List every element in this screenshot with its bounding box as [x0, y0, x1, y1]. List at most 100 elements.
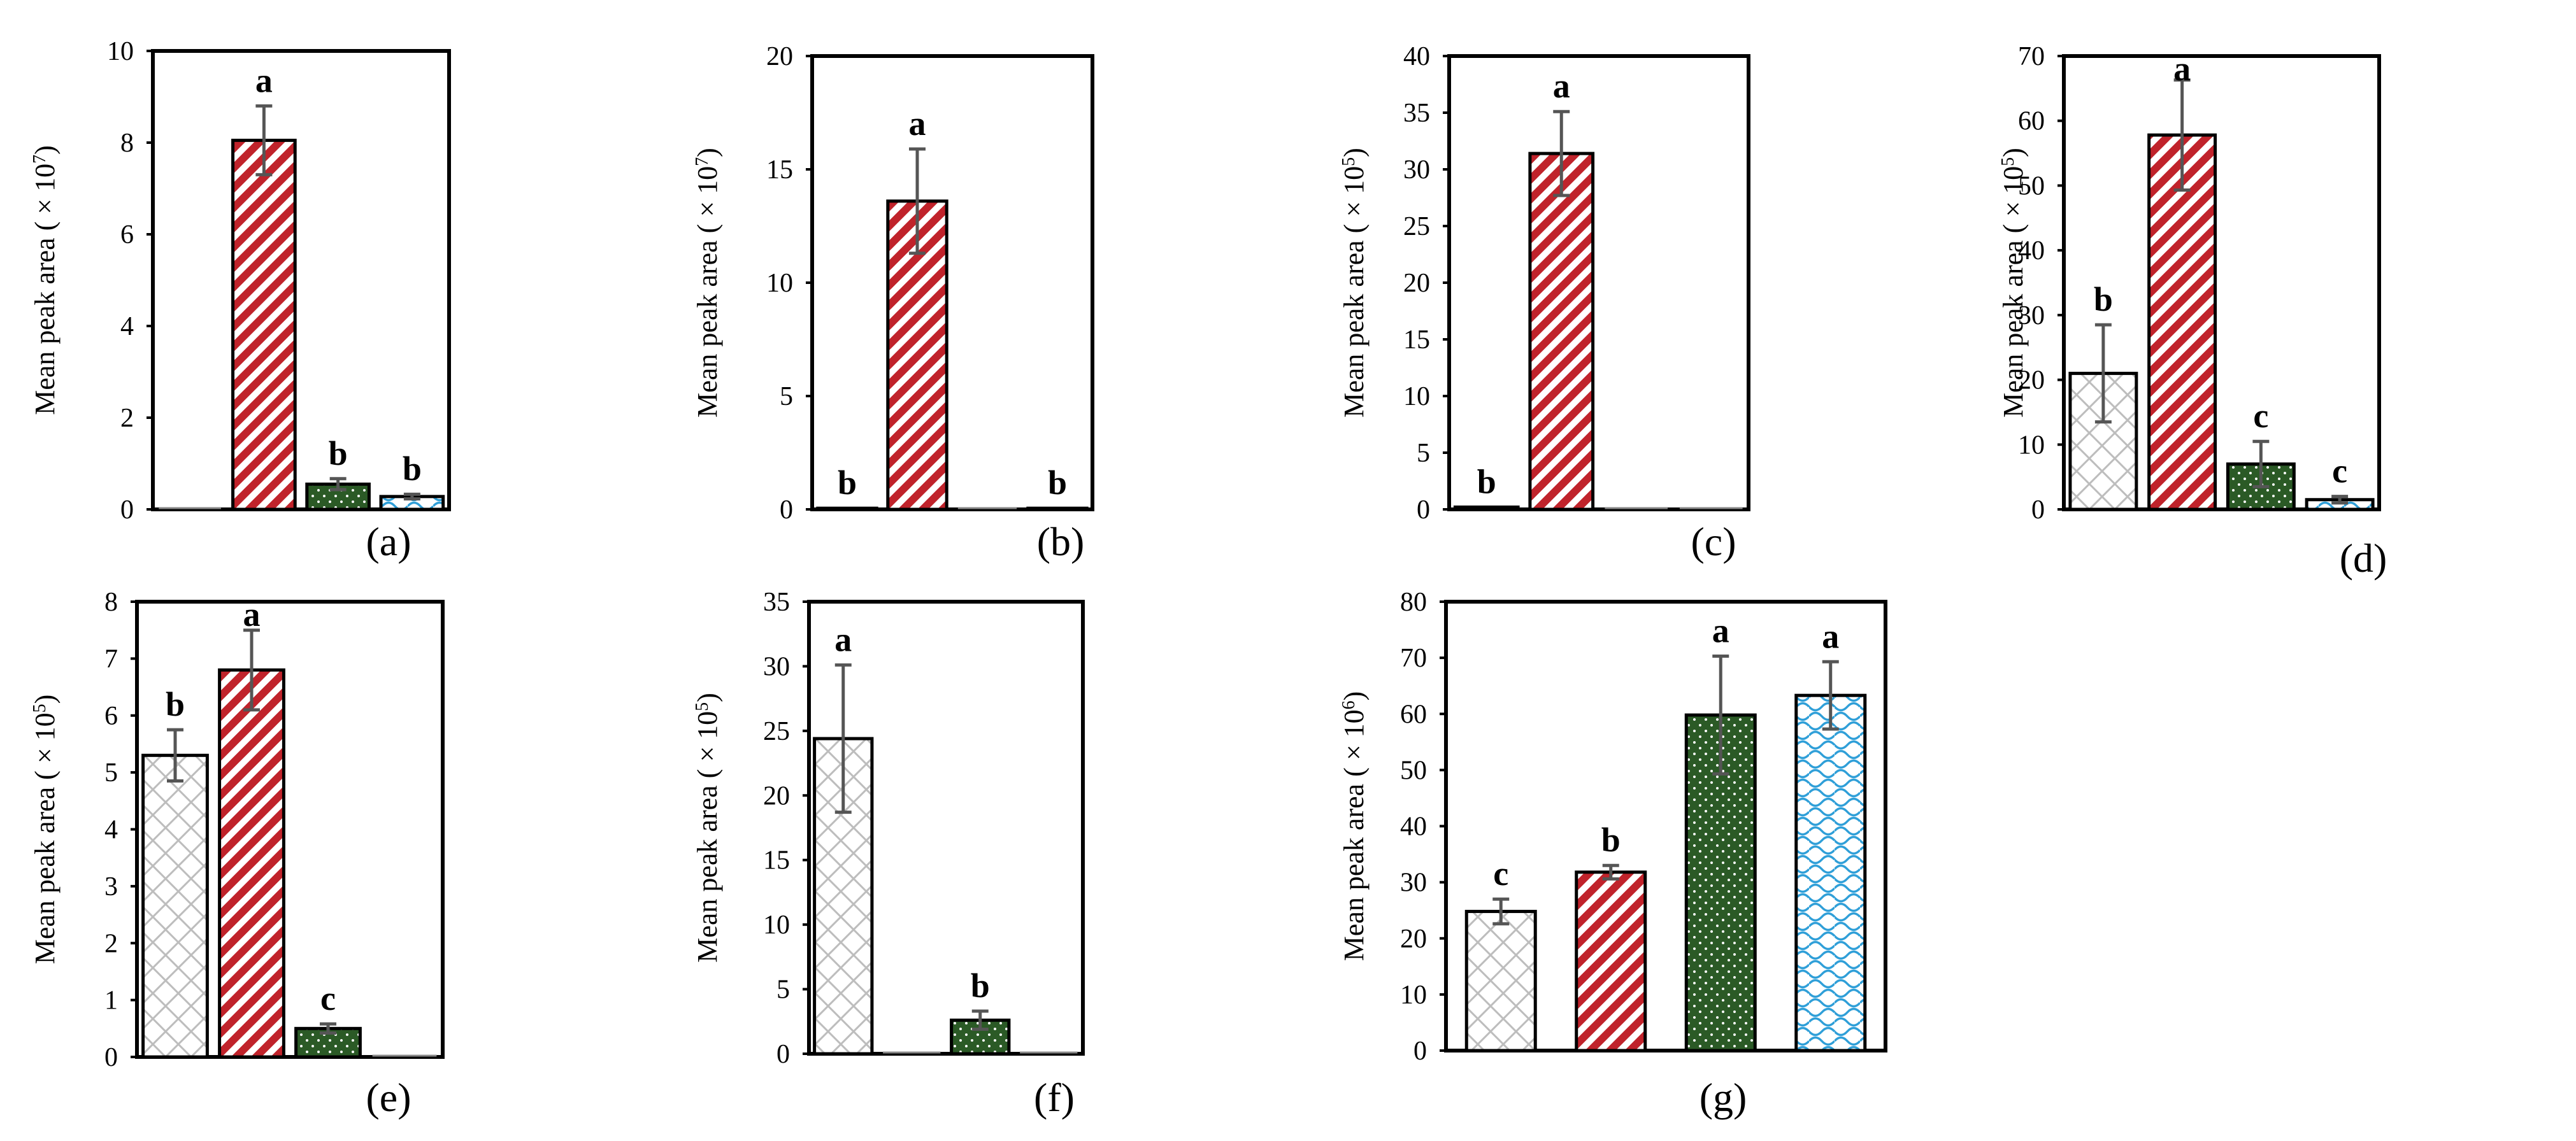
- chart-panel-g: 0 10 20 30 40 50 60 70 80 Mean peak area ( × 106)…: [1338, 588, 1887, 1120]
- y-tick-label: 80: [1400, 588, 1427, 617]
- y-tick-label: 40: [1403, 42, 1430, 71]
- y-axis-label-text: Mean peak area ( × 10: [692, 166, 723, 418]
- significance-letter: a: [1553, 67, 1570, 105]
- y-tick-label: 20: [763, 781, 790, 811]
- panel-caption: (d): [2340, 535, 2387, 581]
- y-tick-label: 1: [104, 986, 118, 1016]
- bar-red-diagonal: [231, 138, 297, 511]
- significance-letter: b: [1601, 821, 1621, 859]
- y-tick-label: 50: [2018, 171, 2045, 201]
- y-tick-label: 5: [776, 975, 790, 1005]
- y-tick-label: 6: [104, 702, 118, 731]
- y-axis-label-end: ): [29, 695, 61, 704]
- y-axis-label-end: ): [1998, 148, 2029, 157]
- y-tick-label: 10: [766, 269, 793, 298]
- y-tick-label: 15: [766, 155, 793, 185]
- significance-letter: b: [1048, 464, 1067, 502]
- y-axis-label-end: ): [692, 693, 723, 702]
- significance-letter: c: [2253, 397, 2268, 435]
- chart-panel-b: 0 5 10 15 20 Mean peak area ( × 107) b a b (b): [692, 42, 1094, 564]
- y-tick-label: 2: [120, 404, 134, 433]
- y-axis-label: Mean peak area ( × 105): [29, 695, 61, 965]
- y-tick-label: 5: [780, 382, 793, 411]
- y-tick-label: 8: [120, 129, 134, 158]
- bar-red-diagonal: [2147, 133, 2217, 511]
- significance-letter: b: [1477, 462, 1496, 500]
- y-tick-label: 0: [1417, 495, 1430, 525]
- y-tick-label: 6: [120, 220, 134, 250]
- y-tick-label: 10: [2018, 430, 2045, 460]
- y-axis-label-text: Mean peak area ( × 10: [1998, 166, 2029, 418]
- y-tick-label: 20: [1403, 269, 1430, 298]
- significance-letter: a: [1822, 617, 1839, 655]
- y-tick-label: 30: [1403, 155, 1430, 185]
- y-tick-label: 25: [1403, 212, 1430, 241]
- y-axis-label-exponent: 5: [1998, 157, 2018, 166]
- panel-caption: (a): [366, 519, 411, 564]
- y-tick-label: 40: [2018, 236, 2045, 266]
- y-axis-label-end: ): [692, 148, 723, 157]
- y-axis-label-text: Mean peak area ( × 10: [29, 164, 61, 415]
- panel-caption: (f): [1034, 1075, 1075, 1120]
- bar-red-diagonal: [218, 668, 285, 1059]
- bar-crosshatch: [141, 753, 209, 1059]
- y-tick-label: 10: [107, 37, 134, 66]
- significance-letter: c: [2332, 452, 2347, 490]
- y-axis-label-end: ): [29, 145, 61, 155]
- significance-letter: b: [971, 967, 990, 1005]
- bar-crosshatch: [1453, 505, 1520, 511]
- y-tick-label: 0: [2031, 495, 2045, 525]
- y-tick-label: 35: [763, 588, 790, 617]
- y-tick-label: 10: [1400, 981, 1427, 1010]
- significance-letter: a: [1712, 611, 1729, 649]
- y-axis-label-exponent: 5: [692, 702, 712, 711]
- chart-panel-c: 0 5 10 15 20 25 30 35 40 Mean peak area ( × 105) b…: [1338, 42, 1750, 564]
- y-axis-label-text: Mean peak area ( × 10: [1338, 709, 1370, 961]
- bar-red-diagonal: [1528, 152, 1595, 511]
- y-tick-label: 10: [1403, 382, 1430, 411]
- y-axis-label: Mean peak area ( × 107): [29, 145, 61, 415]
- bar-red-diagonal: [1575, 870, 1647, 1052]
- y-axis-label-text: Mean peak area ( × 10: [29, 712, 61, 964]
- y-axis-label-exponent: 7: [30, 155, 50, 164]
- significance-letter: b: [838, 464, 857, 502]
- y-tick-label: 0: [776, 1040, 790, 1069]
- y-axis-label-text: Mean peak area ( × 10: [1338, 166, 1370, 418]
- chart-panel-d: 0 10 20 30 40 50 60 70 Mean peak area ( × 105) b a…: [1998, 42, 2387, 581]
- significance-letter: c: [1493, 854, 1508, 893]
- y-tick-label: 15: [1403, 325, 1430, 355]
- y-axis-label-end: ): [1338, 148, 1370, 157]
- panel-caption: (b): [1037, 519, 1085, 564]
- y-tick-label: 4: [120, 312, 134, 341]
- y-tick-label: 30: [1400, 868, 1427, 898]
- y-axis-label-exponent: 5: [30, 704, 50, 712]
- y-tick-label: 8: [104, 588, 118, 617]
- y-tick-label: 7: [104, 644, 118, 674]
- y-tick-label: 2: [104, 929, 118, 958]
- y-tick-label: 30: [2018, 301, 2045, 330]
- y-tick-label: 60: [2018, 107, 2045, 136]
- bar-crosshatch: [1464, 909, 1537, 1052]
- plot-frame: [1447, 54, 1750, 511]
- y-axis-label-exponent: 6: [1339, 700, 1359, 709]
- significance-letter: a: [834, 620, 852, 658]
- plot-frame: [2062, 54, 2381, 511]
- y-tick-label: 4: [104, 816, 118, 845]
- y-tick-label: 5: [1417, 439, 1430, 468]
- y-axis-label-end: ): [1338, 691, 1370, 701]
- significance-letter: b: [166, 685, 185, 723]
- y-axis-label-text: Mean peak area ( × 10: [692, 711, 723, 963]
- y-tick-label: 0: [120, 495, 134, 525]
- chart-panel-a: 0 2 4 6 8 10 Mean peak area ( × 107) a b b (a): [29, 37, 451, 564]
- plot-frame: [810, 54, 1094, 511]
- y-axis-label: Mean peak area ( × 105): [1338, 148, 1370, 418]
- y-tick-label: 40: [1400, 812, 1427, 842]
- y-axis-label: Mean peak area ( × 105): [1998, 148, 2029, 418]
- y-tick-label: 0: [104, 1043, 118, 1072]
- panel-caption: (e): [366, 1075, 411, 1120]
- y-tick-label: 30: [763, 652, 790, 681]
- y-tick-label: 35: [1403, 99, 1430, 128]
